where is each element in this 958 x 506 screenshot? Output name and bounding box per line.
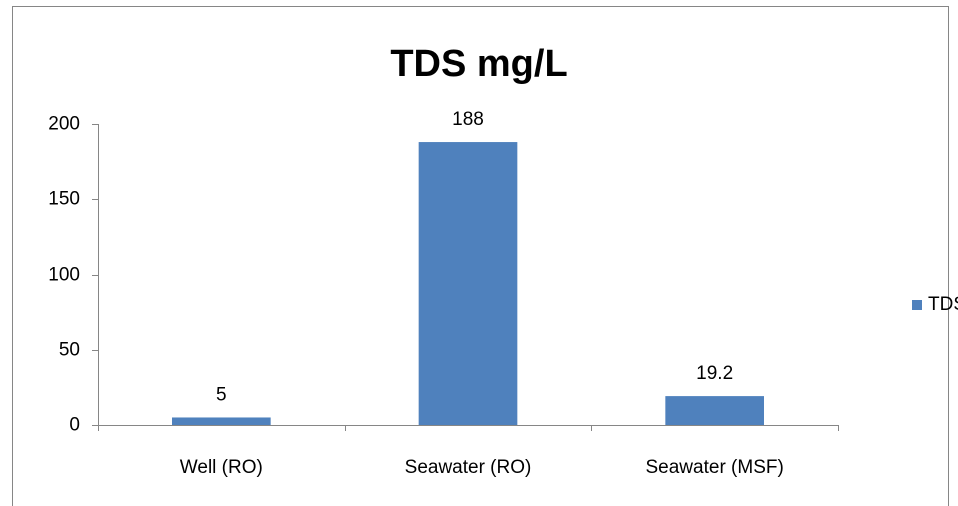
x-tick-label: Seawater (RO) xyxy=(405,457,532,478)
data-label: 188 xyxy=(452,109,484,130)
y-tick-label: 0 xyxy=(69,415,80,436)
bar xyxy=(172,417,271,425)
data-label: 5 xyxy=(216,384,227,405)
bar xyxy=(418,142,518,425)
data-label: 19.2 xyxy=(696,363,733,384)
x-tick-label: Well (RO) xyxy=(180,457,263,478)
legend-label: TDS xyxy=(928,294,958,315)
chart-title: TDS mg/L xyxy=(390,43,567,85)
x-tick-label: Seawater (MSF) xyxy=(646,457,784,478)
bar xyxy=(665,396,764,425)
y-tick-label: 200 xyxy=(48,114,80,135)
y-tick-label: 100 xyxy=(48,265,80,286)
legend-swatch xyxy=(912,300,922,310)
y-tick-label: 50 xyxy=(59,340,80,361)
y-tick-label: 150 xyxy=(48,189,80,210)
